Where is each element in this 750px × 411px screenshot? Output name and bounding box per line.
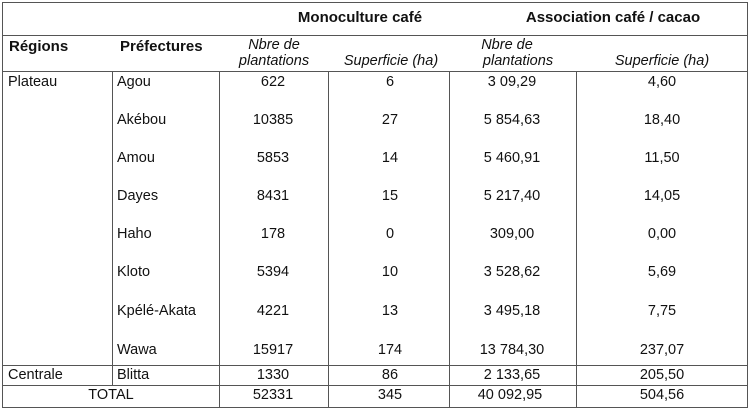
col-header-assoc-nbre: plantations — [482, 53, 554, 69]
cell-assoc-nbre: 5 854,63 — [483, 112, 541, 128]
col-header-mono-nbre: plantations — [238, 53, 310, 69]
cell-assoc-nbre: 3 495,18 — [483, 303, 541, 319]
cell-assoc-nbre: 2 133,65 — [483, 367, 541, 383]
total-mono-superficie: 345 — [377, 387, 403, 403]
cell-assoc-nbre: 3 528,62 — [483, 264, 541, 280]
col-header-mono-nbre: Nbre de — [248, 37, 300, 53]
cell-prefecture: Agou — [117, 74, 151, 90]
cell-assoc-superficie: 237,07 — [639, 342, 685, 358]
col-divider — [219, 71, 220, 408]
table-border — [2, 2, 748, 3]
cell-prefecture: Wawa — [117, 342, 157, 358]
col-header-prefectures: Préfectures — [120, 38, 203, 55]
total-assoc-superficie: 504,56 — [639, 387, 685, 403]
table-border — [747, 2, 748, 408]
cell-assoc-superficie: 7,75 — [647, 303, 677, 319]
cell-prefecture: Dayes — [117, 188, 159, 204]
row-divider — [2, 385, 748, 386]
row-divider — [2, 365, 748, 366]
table-border — [2, 2, 3, 408]
cell-prefecture: Kloto — [117, 264, 151, 280]
cell-region: Plateau — [8, 74, 58, 90]
row-divider — [2, 35, 748, 36]
cell-mono-nbre: 8431 — [256, 188, 290, 204]
table-border — [2, 407, 748, 408]
cell-prefecture: Haho — [117, 226, 152, 242]
col-header-assoc-superficie: Superficie (ha) — [614, 53, 710, 69]
cell-prefecture: Blitta — [117, 367, 150, 383]
cell-assoc-superficie: 14,05 — [643, 188, 681, 204]
cell-assoc-superficie: 18,40 — [643, 112, 681, 128]
cell-assoc-superficie: 205,50 — [639, 367, 685, 383]
cell-prefecture: Akébou — [117, 112, 167, 128]
col-divider — [328, 71, 329, 408]
cell-mono-superficie: 174 — [377, 342, 403, 358]
col-header-assoc-nbre: Nbre de — [481, 37, 533, 53]
cell-assoc-nbre: 3 09,29 — [487, 74, 537, 90]
cell-mono-nbre: 1330 — [256, 367, 290, 383]
cell-mono-nbre: 622 — [260, 74, 286, 90]
cell-mono-superficie: 13 — [381, 303, 399, 319]
row-divider — [2, 71, 748, 72]
total-label: TOTAL — [88, 387, 134, 403]
cell-mono-superficie: 14 — [381, 150, 399, 166]
cell-assoc-nbre: 5 217,40 — [483, 188, 541, 204]
cell-assoc-nbre: 5 460,91 — [483, 150, 541, 166]
cell-prefecture: Amou — [117, 150, 155, 166]
cell-mono-nbre: 178 — [260, 226, 286, 242]
group-header-association: Association café / cacao — [525, 9, 701, 26]
col-header-regions: Régions — [9, 38, 69, 55]
cell-mono-nbre: 15917 — [252, 342, 294, 358]
col-header-mono-superficie: Superficie (ha) — [343, 53, 439, 69]
cell-mono-superficie: 6 — [385, 74, 395, 90]
cell-assoc-superficie: 11,50 — [644, 150, 680, 166]
cell-assoc-nbre: 13 784,30 — [479, 342, 545, 358]
group-header-monoculture: Monoculture café — [297, 9, 423, 26]
cell-mono-superficie: 27 — [381, 112, 399, 128]
col-divider — [112, 71, 113, 385]
cell-mono-nbre: 5394 — [256, 264, 290, 280]
cell-assoc-nbre: 309,00 — [489, 226, 535, 242]
total-mono-nbre: 52331 — [252, 387, 294, 403]
col-divider — [449, 71, 450, 408]
cell-mono-superficie: 86 — [381, 367, 399, 383]
col-divider — [576, 71, 577, 408]
cell-assoc-superficie: 5,69 — [647, 264, 677, 280]
cell-mono-nbre: 5853 — [256, 150, 290, 166]
cell-mono-superficie: 10 — [381, 264, 399, 280]
cell-mono-superficie: 0 — [385, 226, 395, 242]
cell-prefecture: Kpélé-Akata — [117, 303, 196, 319]
cell-mono-superficie: 15 — [381, 188, 399, 204]
cell-region: Centrale — [8, 367, 63, 383]
cell-assoc-superficie: 0,00 — [647, 226, 677, 242]
cell-assoc-superficie: 4,60 — [647, 74, 677, 90]
total-assoc-nbre: 40 092,95 — [477, 387, 543, 403]
cell-mono-nbre: 4221 — [256, 303, 290, 319]
cell-mono-nbre: 10385 — [252, 112, 294, 128]
